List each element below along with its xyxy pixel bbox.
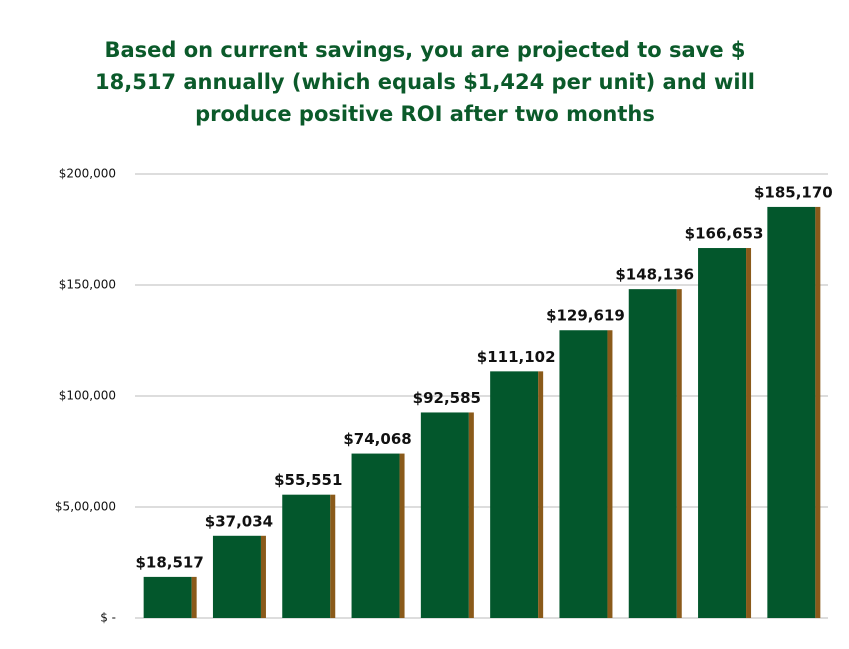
bar xyxy=(698,248,747,618)
value-label: $185,170 xyxy=(754,183,833,201)
bar-side xyxy=(468,412,474,618)
value-label: $166,653 xyxy=(685,225,764,243)
bar xyxy=(351,453,400,618)
bar-side xyxy=(399,453,405,618)
bar-side xyxy=(607,330,613,618)
value-label: $74,068 xyxy=(343,430,411,448)
bar xyxy=(767,206,816,618)
y-tick-label: $200,000 xyxy=(59,167,116,181)
chart-title: Based on current savings, you are projec… xyxy=(95,38,755,126)
bar xyxy=(559,330,608,618)
value-label: $129,619 xyxy=(546,307,625,325)
bar xyxy=(282,494,331,618)
value-label: $92,585 xyxy=(413,389,481,407)
y-tick-label: $100,000 xyxy=(59,389,116,403)
value-label: $55,551 xyxy=(274,471,342,489)
bar-side xyxy=(746,248,752,618)
bar-side xyxy=(815,206,821,618)
bar-side xyxy=(676,289,682,618)
bar xyxy=(420,412,469,618)
bar xyxy=(490,371,539,618)
value-label: $148,136 xyxy=(615,266,694,284)
bar xyxy=(212,535,261,618)
bar-side xyxy=(191,576,197,618)
bar xyxy=(628,289,677,618)
bar-side xyxy=(260,535,266,618)
bar-side xyxy=(330,494,336,618)
bar xyxy=(143,576,192,618)
value-label: $111,102 xyxy=(477,348,556,366)
y-tick-label: $150,000 xyxy=(59,278,116,292)
y-tick-label: $ - xyxy=(100,611,116,625)
bar-side xyxy=(538,371,544,618)
value-label: $18,517 xyxy=(135,553,203,571)
y-tick-label: $5,00,000 xyxy=(55,500,116,514)
value-label: $37,034 xyxy=(205,512,273,530)
